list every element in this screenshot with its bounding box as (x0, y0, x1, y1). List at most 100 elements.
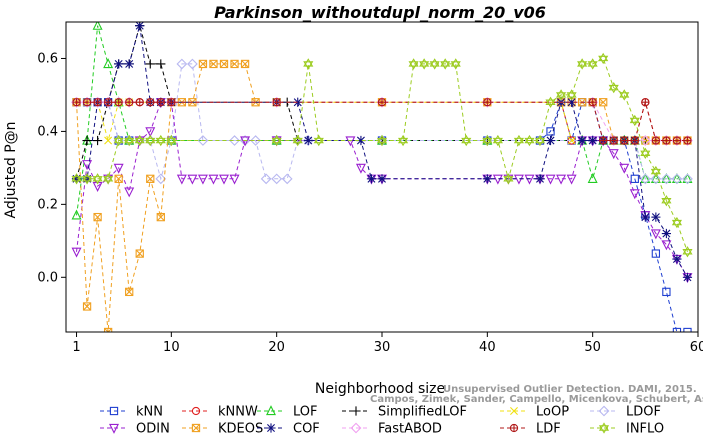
chart-title: Parkinson_withoutdupl_norm_20_v06 (214, 3, 546, 22)
x-tick-label-3: 30 (374, 340, 391, 355)
point-simplifiedlof-1 (82, 135, 92, 146)
point-lof-11 (587, 172, 598, 183)
point-kdeos-2 (93, 212, 102, 222)
y-tick-label-0: 0.0 (37, 270, 58, 285)
point-inflo-35 (619, 89, 630, 101)
series-odin (71, 98, 693, 284)
point-inflo-23 (492, 134, 503, 147)
series-line-inflo (76, 57, 688, 252)
legend-item-loop: LoOP (500, 405, 569, 420)
point-loop-11 (567, 136, 576, 145)
x-axis-label: Neighborhood size (315, 381, 445, 397)
point-cof-20 (567, 97, 577, 107)
point-lof-0 (71, 209, 82, 220)
point-ldof-25 (639, 173, 651, 185)
point-kdeos-16 (240, 59, 250, 69)
legend-label-simplifiedlof: SimplifiedLOF (378, 405, 467, 420)
point-loop-3 (104, 136, 113, 145)
point-odin-13 (208, 174, 219, 185)
legend-label-knn: kNN (136, 405, 163, 420)
point-inflo-17 (419, 58, 430, 70)
point-inflo-38 (650, 165, 661, 178)
point-ldof-17 (271, 173, 283, 185)
point-cof-31 (682, 272, 693, 282)
legend: kNN kNNW LOF SimplifiedLOF LoOP LDOF ODIN KDEOS… (100, 405, 664, 434)
point-ldf-0 (72, 98, 81, 107)
series-inflo (71, 52, 693, 258)
point-inflo-19 (440, 58, 451, 70)
point-odin-35 (619, 163, 630, 174)
point-cof-4 (114, 59, 124, 69)
point-ldf-13 (588, 98, 597, 107)
point-cof-29 (661, 228, 671, 239)
point-ldf-1 (82, 98, 92, 107)
point-odin-10 (176, 174, 187, 185)
legend-item-lof: LOF (257, 405, 318, 420)
point-inflo-11 (292, 134, 303, 147)
point-odin-0 (71, 247, 82, 258)
legend-item-knnw: kNNW (182, 405, 258, 420)
point-odin-14 (219, 174, 229, 185)
point-odin-38 (650, 229, 661, 240)
point-kdeos-1 (82, 302, 92, 311)
point-cof-5 (124, 59, 134, 69)
point-knn-22 (662, 287, 671, 297)
legend-label-knnw: kNNW (218, 405, 258, 420)
point-cof-11 (293, 97, 303, 107)
point-lof-3 (103, 58, 114, 69)
point-odin-39 (661, 240, 672, 251)
point-inflo-0 (71, 173, 82, 185)
point-inflo-40 (671, 216, 683, 229)
legend-item-ldf: LDF (500, 422, 561, 434)
point-ldf-21 (672, 136, 682, 145)
point-inflo-21 (461, 134, 472, 147)
point-inflo-1 (81, 173, 93, 185)
point-cof-28 (651, 212, 661, 222)
point-inflo-41 (682, 246, 693, 258)
point-ldf-17 (630, 136, 639, 145)
legend-marker-knn (109, 406, 119, 416)
point-inflo-24 (503, 173, 514, 185)
point-odin-30 (566, 174, 577, 185)
plot-area (71, 22, 693, 332)
point-inflo-39 (661, 195, 672, 207)
point-kdeos-8 (156, 212, 165, 222)
point-inflo-6 (134, 134, 145, 147)
axes: 1 10 20 30 40 50 60 0.0 0.2 0.4 0.6 (37, 51, 703, 355)
y-tick-label-1: 0.2 (37, 197, 58, 212)
point-inflo-25 (513, 134, 525, 147)
point-cof-17 (535, 174, 545, 184)
point-ldof-28 (671, 173, 683, 185)
legend-item-ldof: LDOF (590, 405, 661, 420)
point-ldf-6 (135, 98, 144, 107)
point-odin-5 (124, 187, 135, 198)
point-knn-19 (630, 174, 639, 183)
legend-item-inflo: INFLO (590, 422, 664, 434)
series-line-odin (76, 101, 688, 278)
point-odin-34 (608, 149, 619, 160)
series-line-lof (76, 25, 688, 216)
point-inflo-9 (166, 134, 177, 147)
point-ldof-26 (650, 173, 662, 185)
legend-label-odin: ODIN (136, 422, 170, 434)
point-ldof-13 (229, 135, 240, 146)
point-ldf-2 (93, 98, 102, 107)
point-lof-16 (640, 172, 651, 183)
point-cof-14 (366, 174, 377, 184)
point-ldf-5 (125, 98, 134, 107)
legend-marker-odin (109, 423, 119, 434)
point-ldf-19 (651, 136, 661, 145)
point-odin-7 (145, 127, 156, 138)
point-inflo-5 (124, 134, 135, 147)
point-simplifiedlof-2 (93, 135, 103, 146)
legend-label-lof: LOF (293, 405, 318, 420)
point-inflo-4 (113, 134, 124, 147)
credit-line-2: Campos, Zimek, Sander, Campello, Micenko… (370, 394, 703, 405)
point-inflo-15 (397, 134, 409, 147)
legend-marker-fastabod (350, 422, 362, 434)
point-inflo-33 (598, 52, 609, 65)
point-inflo-36 (629, 114, 640, 127)
point-ldf-22 (683, 136, 692, 145)
point-odin-11 (187, 174, 198, 185)
point-inflo-7 (145, 134, 156, 147)
